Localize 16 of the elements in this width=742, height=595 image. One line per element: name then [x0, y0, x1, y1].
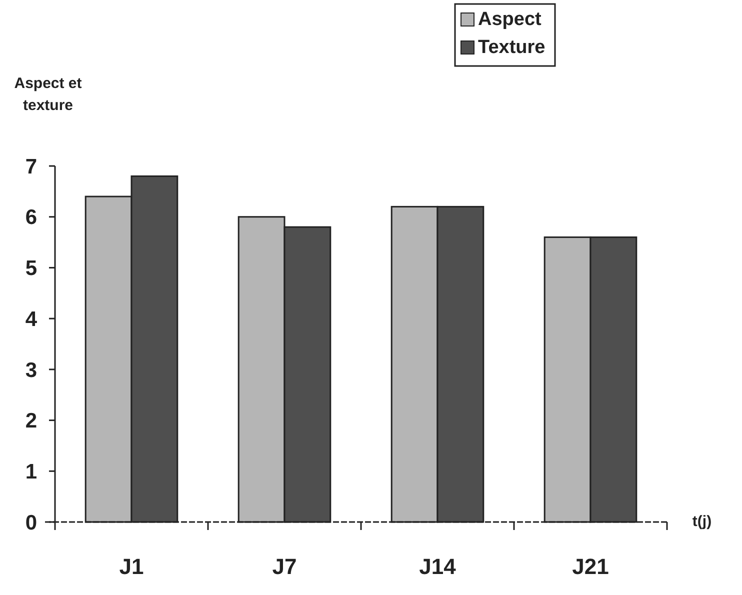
y-axis-title: Aspect et texture [14, 75, 82, 114]
x-tick-label: J7 [272, 554, 297, 579]
legend-label: Texture [478, 37, 546, 58]
y-tick-label: 1 [25, 460, 38, 484]
y-tick-label: 2 [25, 410, 37, 433]
y-tick-label: 6 [25, 206, 37, 230]
y-tick-label: 4 [25, 308, 38, 331]
x-axis-title: t(j) [692, 513, 712, 530]
x-tick-label: J14 [419, 554, 457, 579]
y-tick-label: 3 [25, 358, 37, 382]
x-tick-label: J21 [572, 554, 609, 579]
legend-label: Aspect [478, 9, 542, 30]
y-tick-label: 5 [25, 257, 38, 280]
x-tick-label: J1 [119, 554, 144, 579]
y-tick-label: 7 [25, 155, 37, 178]
y-tick-label: 0 [25, 511, 37, 534]
